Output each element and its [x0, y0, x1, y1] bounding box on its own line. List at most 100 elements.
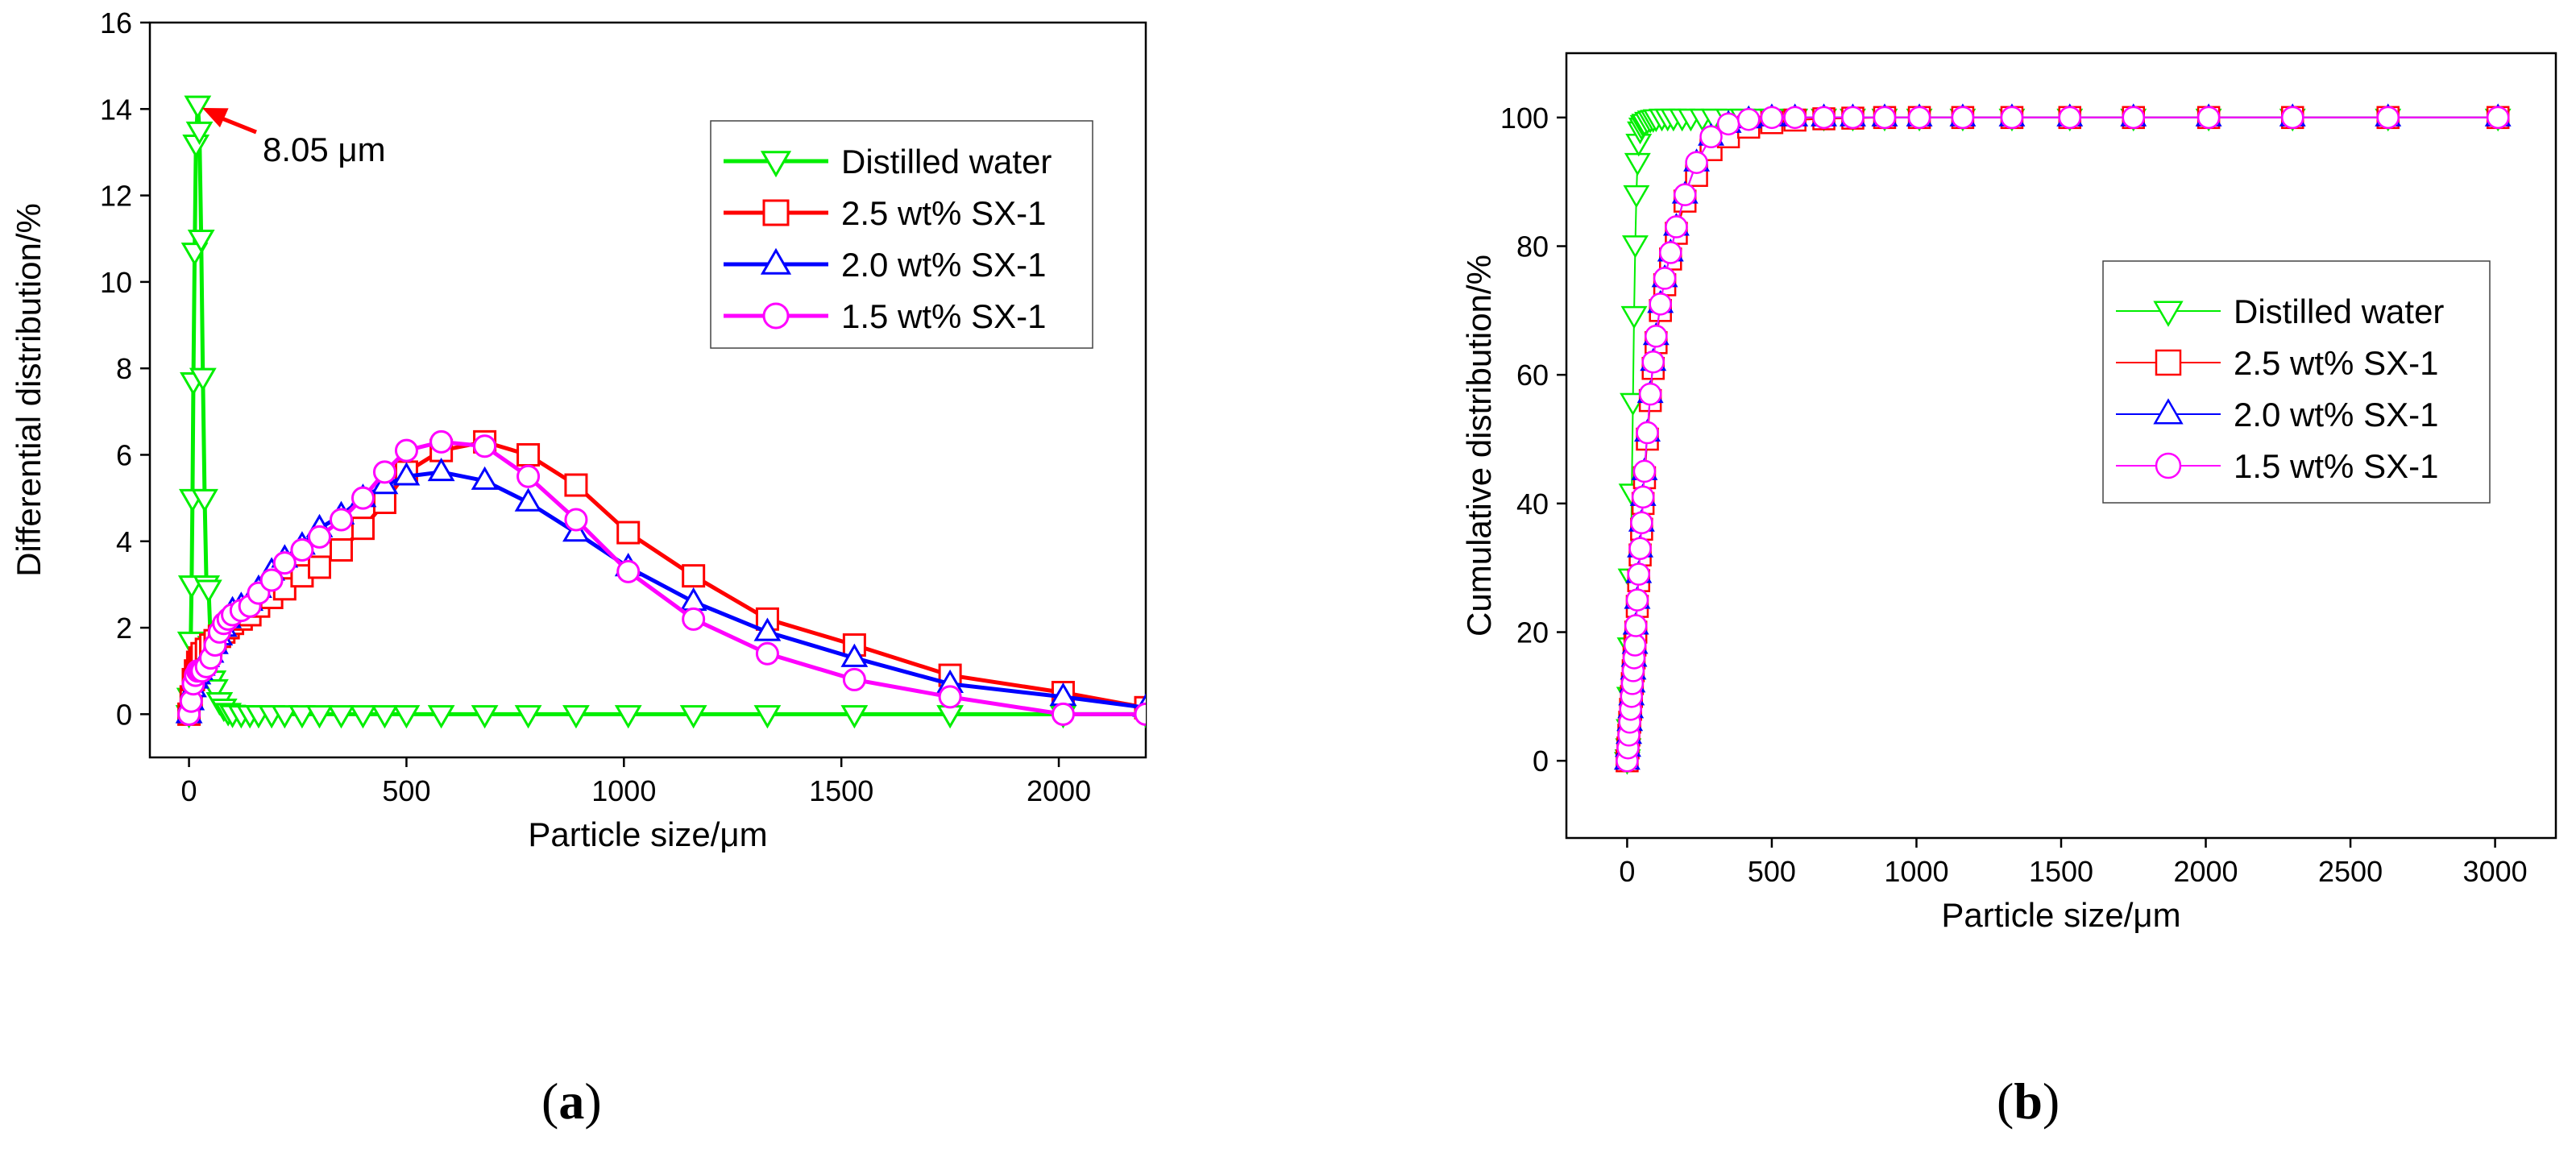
chart-b-ytick-label: 60 [1516, 359, 1549, 392]
chart-a-legend-label: 2.0 wt% SX-1 [841, 246, 1046, 284]
chart-a-point-2-5-wt-sx-1 [616, 521, 641, 545]
chart-b-point-distilled-water [1620, 392, 1647, 417]
chart-a-point-1-5-wt-sx-1 [372, 460, 396, 484]
chart-a-point-2-5-wt-sx-1 [329, 537, 353, 562]
chart-b-point-1-5-wt-sx-1 [1624, 614, 1648, 637]
chart-b-legend-label: Distilled water [2234, 292, 2444, 330]
chart-a-point-distilled-water [189, 367, 217, 392]
chart-b-point-1-5-wt-sx-1 [1873, 106, 1897, 130]
chart-b-point-1-5-wt-sx-1 [1907, 106, 1931, 130]
chart-b-point-1-5-wt-sx-1 [2281, 106, 2304, 130]
chart-a-xtick-label: 2000 [1027, 774, 1091, 807]
chart-a-xtick-label: 500 [382, 774, 430, 807]
chart-a-legend-entry: Distilled water [724, 143, 1052, 180]
panel-label-a: (a) [541, 1072, 602, 1130]
chart-a-ytick-label: 0 [116, 698, 132, 731]
chart-b-point-1-5-wt-sx-1 [1631, 485, 1655, 509]
chart-b-point-1-5-wt-sx-1 [1736, 107, 1761, 131]
chart-a-point-2-5-wt-sx-1 [682, 564, 706, 588]
chart-a-point-distilled-water [392, 705, 421, 729]
chart-a-point-1-5-wt-sx-1 [272, 551, 297, 575]
chart-a-legend-swatch-marker [760, 151, 792, 178]
chart-a-legend-label: 1.5 wt% SX-1 [841, 297, 1046, 335]
chart-a-point-1-5-wt-sx-1 [429, 429, 454, 454]
chart-a-point-distilled-water [327, 705, 355, 729]
chart-a-point-distilled-water [679, 705, 707, 729]
chart-b-legend-entry: Distilled water [2116, 292, 2444, 330]
chart-b-point-1-5-wt-sx-1 [1659, 241, 1682, 264]
chart-a-legend: Distilled water 2.5 wt% SX-1 2.0 wt% SX-1 1… [710, 120, 1093, 349]
chart-a-ytick-label: 16 [100, 6, 132, 39]
chart-b-xlabel: Particle size/μm [1941, 896, 2180, 934]
chart-a-xlabel: Particle size/μm [528, 815, 767, 853]
chart-b-point-1-5-wt-sx-1 [2058, 106, 2082, 130]
chart-a-legend-entry: 1.5 wt% SX-1 [724, 297, 1046, 335]
chart-b-legend-swatch-marker [2153, 398, 2184, 425]
chart-b-point-1-5-wt-sx-1 [1841, 106, 1865, 130]
chart-a-legend-label: 2.5 wt% SX-1 [841, 194, 1046, 232]
chart-a-xtick-label: 1500 [809, 774, 873, 807]
chart-a-annotation-arrow-shaft [218, 115, 257, 135]
chart-a-ytick-label: 10 [100, 266, 132, 299]
chart-b-point-1-5-wt-sx-1 [1641, 350, 1665, 374]
chart-b-point-distilled-water [1620, 305, 1648, 330]
chart-a-point-1-5-wt-sx-1 [1134, 702, 1146, 726]
chart-a-ytick-label: 4 [116, 525, 132, 558]
chart-a-point-2-5-wt-sx-1 [564, 473, 588, 497]
chart-b-legend: Distilled water 2.5 wt% SX-1 2.0 wt% SX-1 1… [2102, 260, 2491, 504]
chart-a-legend-swatch-marker [760, 247, 792, 275]
chart-b-point-1-5-wt-sx-1 [1623, 633, 1647, 657]
chart-b-legend-swatch-marker [2155, 452, 2182, 479]
chart-a-plot-area [175, 95, 1146, 729]
chart-b-series-1-5-wt-sx-1 [1616, 106, 2510, 773]
chart-a-point-distilled-water [349, 705, 377, 729]
chart-a-point-1-5-wt-sx-1 [351, 486, 375, 510]
chart-b-point-1-5-wt-sx-1 [2486, 106, 2510, 130]
chart-b-legend-label: 2.5 wt% SX-1 [2234, 344, 2438, 382]
chart-a-point-2-0-wt-sx-1 [514, 487, 542, 512]
chart-a-series-2-5-wt-sx-1 [177, 429, 1146, 726]
chart-a-point-1-5-wt-sx-1 [938, 685, 962, 709]
chart-b-point-distilled-water [1624, 152, 1651, 176]
chart-a-annotation-text: 8.05 μm [263, 131, 386, 168]
chart-a-point-distilled-water [184, 95, 212, 119]
chart-b-xtick-label: 500 [1748, 855, 1796, 888]
chart-b-point-1-5-wt-sx-1 [1653, 267, 1677, 290]
chart-a-point-distilled-water [185, 121, 214, 146]
chart-b-ytick-label: 0 [1533, 745, 1549, 778]
chart-a-point-1-5-wt-sx-1 [682, 607, 706, 631]
chart-b-point-1-5-wt-sx-1 [1673, 183, 1697, 206]
chart-b-xtick-label: 0 [1619, 855, 1635, 888]
chart-b-legend-label: 2.0 wt% SX-1 [2234, 396, 2438, 433]
chart-a-point-distilled-water [562, 705, 590, 729]
chart-a: 0 500 1000 1500 2000 0 2 4 6 8 10 12 14 16 Particle si… [10, 6, 1147, 853]
chart-a-legend-swatch-marker [762, 302, 790, 330]
chart-a-xtick-label: 0 [181, 774, 197, 807]
chart-a-point-distilled-water [614, 705, 642, 729]
chart-a-point-distilled-water [936, 705, 964, 729]
chart-b-point-1-5-wt-sx-1 [2196, 106, 2221, 130]
chart-a-annotation-arrow-head [201, 107, 229, 128]
chart-b-point-1-5-wt-sx-1 [1699, 125, 1723, 149]
chart-b-legend-entry: 2.5 wt% SX-1 [2116, 344, 2438, 382]
chart-b: 0 500 1000 1500 2000 2500 3000 0 20 40 60 80 100 Part… [1460, 52, 2557, 934]
chart-a-legend-swatch-marker [762, 199, 790, 226]
chart-b-point-1-5-wt-sx-1 [1783, 106, 1807, 130]
chart-a-point-2-0-wt-sx-1 [753, 617, 782, 641]
chart-a-point-2-5-wt-sx-1 [372, 490, 396, 514]
chart-b-point-1-5-wt-sx-1 [1951, 106, 1975, 130]
chart-b-point-1-5-wt-sx-1 [1685, 151, 1708, 174]
chart-b-point-distilled-water [1623, 185, 1650, 209]
chart-a-ytick-label: 8 [116, 352, 132, 385]
chart-b-point-1-5-wt-sx-1 [1645, 325, 1668, 348]
chart-a-legend-label: Distilled water [841, 143, 1052, 180]
chart-b-xtick-label: 3000 [2463, 855, 2528, 888]
chart-a-point-1-5-wt-sx-1 [329, 508, 353, 532]
chart-b-point-1-5-wt-sx-1 [2000, 106, 2024, 130]
chart-a-line-2-5-wt-sx-1 [187, 439, 1146, 715]
chart-b-xtick-label: 1500 [2029, 855, 2093, 888]
chart-a-point-distilled-water [371, 705, 399, 729]
chart-a-point-distilled-water [194, 579, 222, 604]
chart-b-xtick-label: 2500 [2318, 855, 2383, 888]
chart-a-point-1-5-wt-sx-1 [259, 568, 284, 592]
